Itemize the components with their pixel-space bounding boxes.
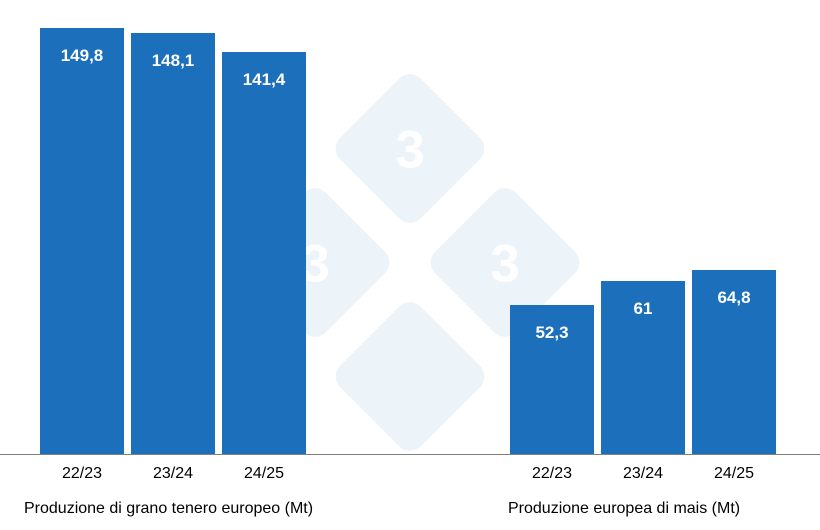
bar-value-label: 52,3 bbox=[510, 323, 594, 343]
bar-value-label: 61 bbox=[601, 299, 685, 319]
x-axis-labels: 22/23 23/24 24/25 22/23 23/24 24/25 bbox=[0, 465, 820, 495]
x-axis-category-label: 24/25 bbox=[692, 465, 776, 483]
x-axis-category-label: 23/24 bbox=[131, 465, 215, 483]
bar: 64,8 bbox=[692, 270, 776, 454]
bar-value-label: 64,8 bbox=[692, 288, 776, 308]
bar: 149,8 bbox=[40, 28, 124, 454]
bar: 61 bbox=[601, 281, 685, 454]
bar-value-label: 141,4 bbox=[222, 70, 306, 90]
x-axis-category-label: 22/23 bbox=[510, 465, 594, 483]
bar-value-label: 148,1 bbox=[131, 51, 215, 71]
group-axis-label: Produzione europea di mais (Mt) bbox=[508, 500, 740, 518]
chart-plot-area: 149,8 148,1 141,4 52,3 61 64,8 bbox=[0, 0, 820, 455]
group-axis-label: Produzione di grano tenero europeo (Mt) bbox=[24, 500, 313, 518]
bar: 52,3 bbox=[510, 305, 594, 454]
x-axis-category-label: 22/23 bbox=[40, 465, 124, 483]
x-axis-category-label: 23/24 bbox=[601, 465, 685, 483]
bar-value-label: 149,8 bbox=[40, 46, 124, 66]
x-axis-category-label: 24/25 bbox=[222, 465, 306, 483]
bar: 148,1 bbox=[131, 33, 215, 454]
bar: 141,4 bbox=[222, 52, 306, 454]
